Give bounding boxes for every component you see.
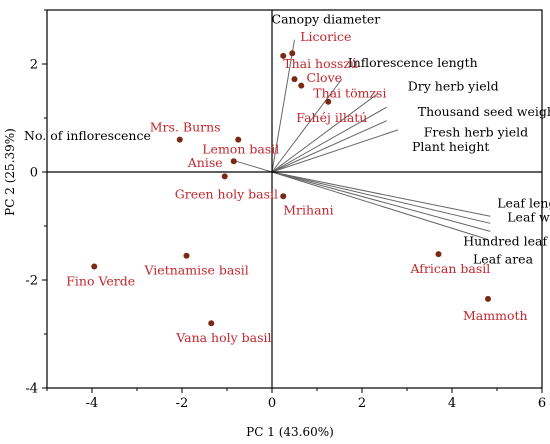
- point-label-anise: Anise: [187, 155, 223, 170]
- point-green-holy-basil: [221, 173, 228, 180]
- loading-vector-no-of-inflorescence: [235, 160, 273, 173]
- loading-vectors: [235, 39, 491, 240]
- loading-vector-plant-height: [271, 129, 399, 173]
- loading-vector-canopy-diameter: [271, 39, 295, 173]
- variable-label-canopy-diameter: Canopy diameter: [272, 12, 381, 27]
- point-lemon-basil: [235, 136, 242, 143]
- point-label-thai-tomzsi: Thai tömzsi: [313, 86, 386, 101]
- y-tick-label: 0: [30, 166, 38, 181]
- point-african-basil: [435, 251, 442, 258]
- point-mammoth: [485, 295, 491, 302]
- point-label-mrihani: Mrihani: [283, 202, 333, 217]
- loading-vector-leaf-area: [271, 171, 489, 240]
- y-tick-label: -4: [25, 382, 38, 397]
- x-tick-label: 0: [268, 396, 276, 411]
- point-clove: [291, 76, 298, 83]
- point-fahej-illatu: [325, 98, 332, 105]
- point-label-vana-holy-basil: Vana holy basil: [175, 330, 271, 345]
- point-fino-verde: [91, 263, 98, 270]
- point-label-fino-verde: Fino Verde: [66, 274, 135, 289]
- variable-label-fresh-herb-yield: Fresh herb yield: [424, 125, 528, 140]
- variable-label-thousand-seed-weight: Thousand seed weight: [418, 104, 550, 119]
- labels: Canopy diameter Inflorescence length Dry h…: [24, 12, 550, 346]
- x-tick-label: -2: [176, 396, 189, 411]
- x-tick-label: -4: [86, 396, 99, 411]
- loading-vector-thousand-seed-weight: [271, 106, 387, 173]
- loading-vector-dry-herb-yield: [271, 93, 379, 173]
- point-mrihani: [280, 193, 287, 200]
- variable-label-plant-height: Plant height: [412, 139, 489, 154]
- loading-vector-hundred-leaf-weight: [271, 171, 491, 232]
- loading-vector-inflorescence-length: [271, 78, 343, 173]
- point-label-clove: Clove: [307, 70, 343, 85]
- point-label-fahej-illatu: Fahéj illatú: [296, 110, 367, 125]
- plot-frame: -4 -2 0 2 4 6 -4 -2 0 2: [25, 9, 546, 411]
- point-mrs-burns: [176, 136, 183, 143]
- point-thai-tomzsi: [298, 82, 305, 89]
- score-points: [91, 50, 491, 327]
- loading-vector-leaf-width: [271, 171, 491, 224]
- x-tick-label: 6: [538, 396, 546, 411]
- variable-label-inflorescence-length: Inflorescence length: [348, 55, 478, 70]
- point-thai-hosszu: [280, 52, 287, 59]
- variable-label-leaf-width: Leaf width: [507, 209, 550, 224]
- variable-label-leaf-length: Leaf length: [497, 195, 550, 210]
- point-label-african-basil: African basil: [410, 261, 491, 276]
- point-label-mrs-burns: Mrs. Burns: [150, 120, 221, 135]
- point-label-licorice: Licorice: [300, 29, 351, 44]
- variable-label-leaf-area: Leaf area: [473, 252, 534, 267]
- y-tick-label: -2: [25, 274, 38, 289]
- point-label-lemon-basil: Lemon basil: [202, 142, 279, 157]
- x-tick-label: 2: [358, 396, 366, 411]
- loading-vector-fresh-herb-yield: [271, 120, 387, 173]
- point-label-thai-hosszu: Thai hosszú: [283, 56, 358, 71]
- y-tick-label: 2: [30, 58, 38, 73]
- point-vana-holy-basil: [208, 320, 215, 327]
- variable-label-no-of-inflorescence: No. of inflorescence: [24, 128, 151, 143]
- variable-label-hundred-leaf-weight: Hundred leaf weight: [463, 233, 550, 248]
- loading-vector-leaf-length: [271, 171, 491, 217]
- point-licorice: [289, 50, 296, 57]
- variable-label-dry-herb-yield: Dry herb yield: [408, 79, 499, 94]
- point-label-vietnamise-basil: Vietnamise basil: [144, 263, 249, 278]
- point-vietnamise-basil: [183, 252, 190, 259]
- plot-border: [46, 9, 543, 389]
- x-axis-title: PC 1 (43.60%): [246, 425, 334, 439]
- point-label-green-holy-basil: Green holy basil: [175, 186, 278, 201]
- point-label-mammoth: Mammoth: [463, 308, 528, 323]
- x-tick-label: 4: [448, 396, 456, 411]
- point-anise: [230, 158, 237, 165]
- y-axis-title: PC 2 (25.39%): [3, 128, 17, 216]
